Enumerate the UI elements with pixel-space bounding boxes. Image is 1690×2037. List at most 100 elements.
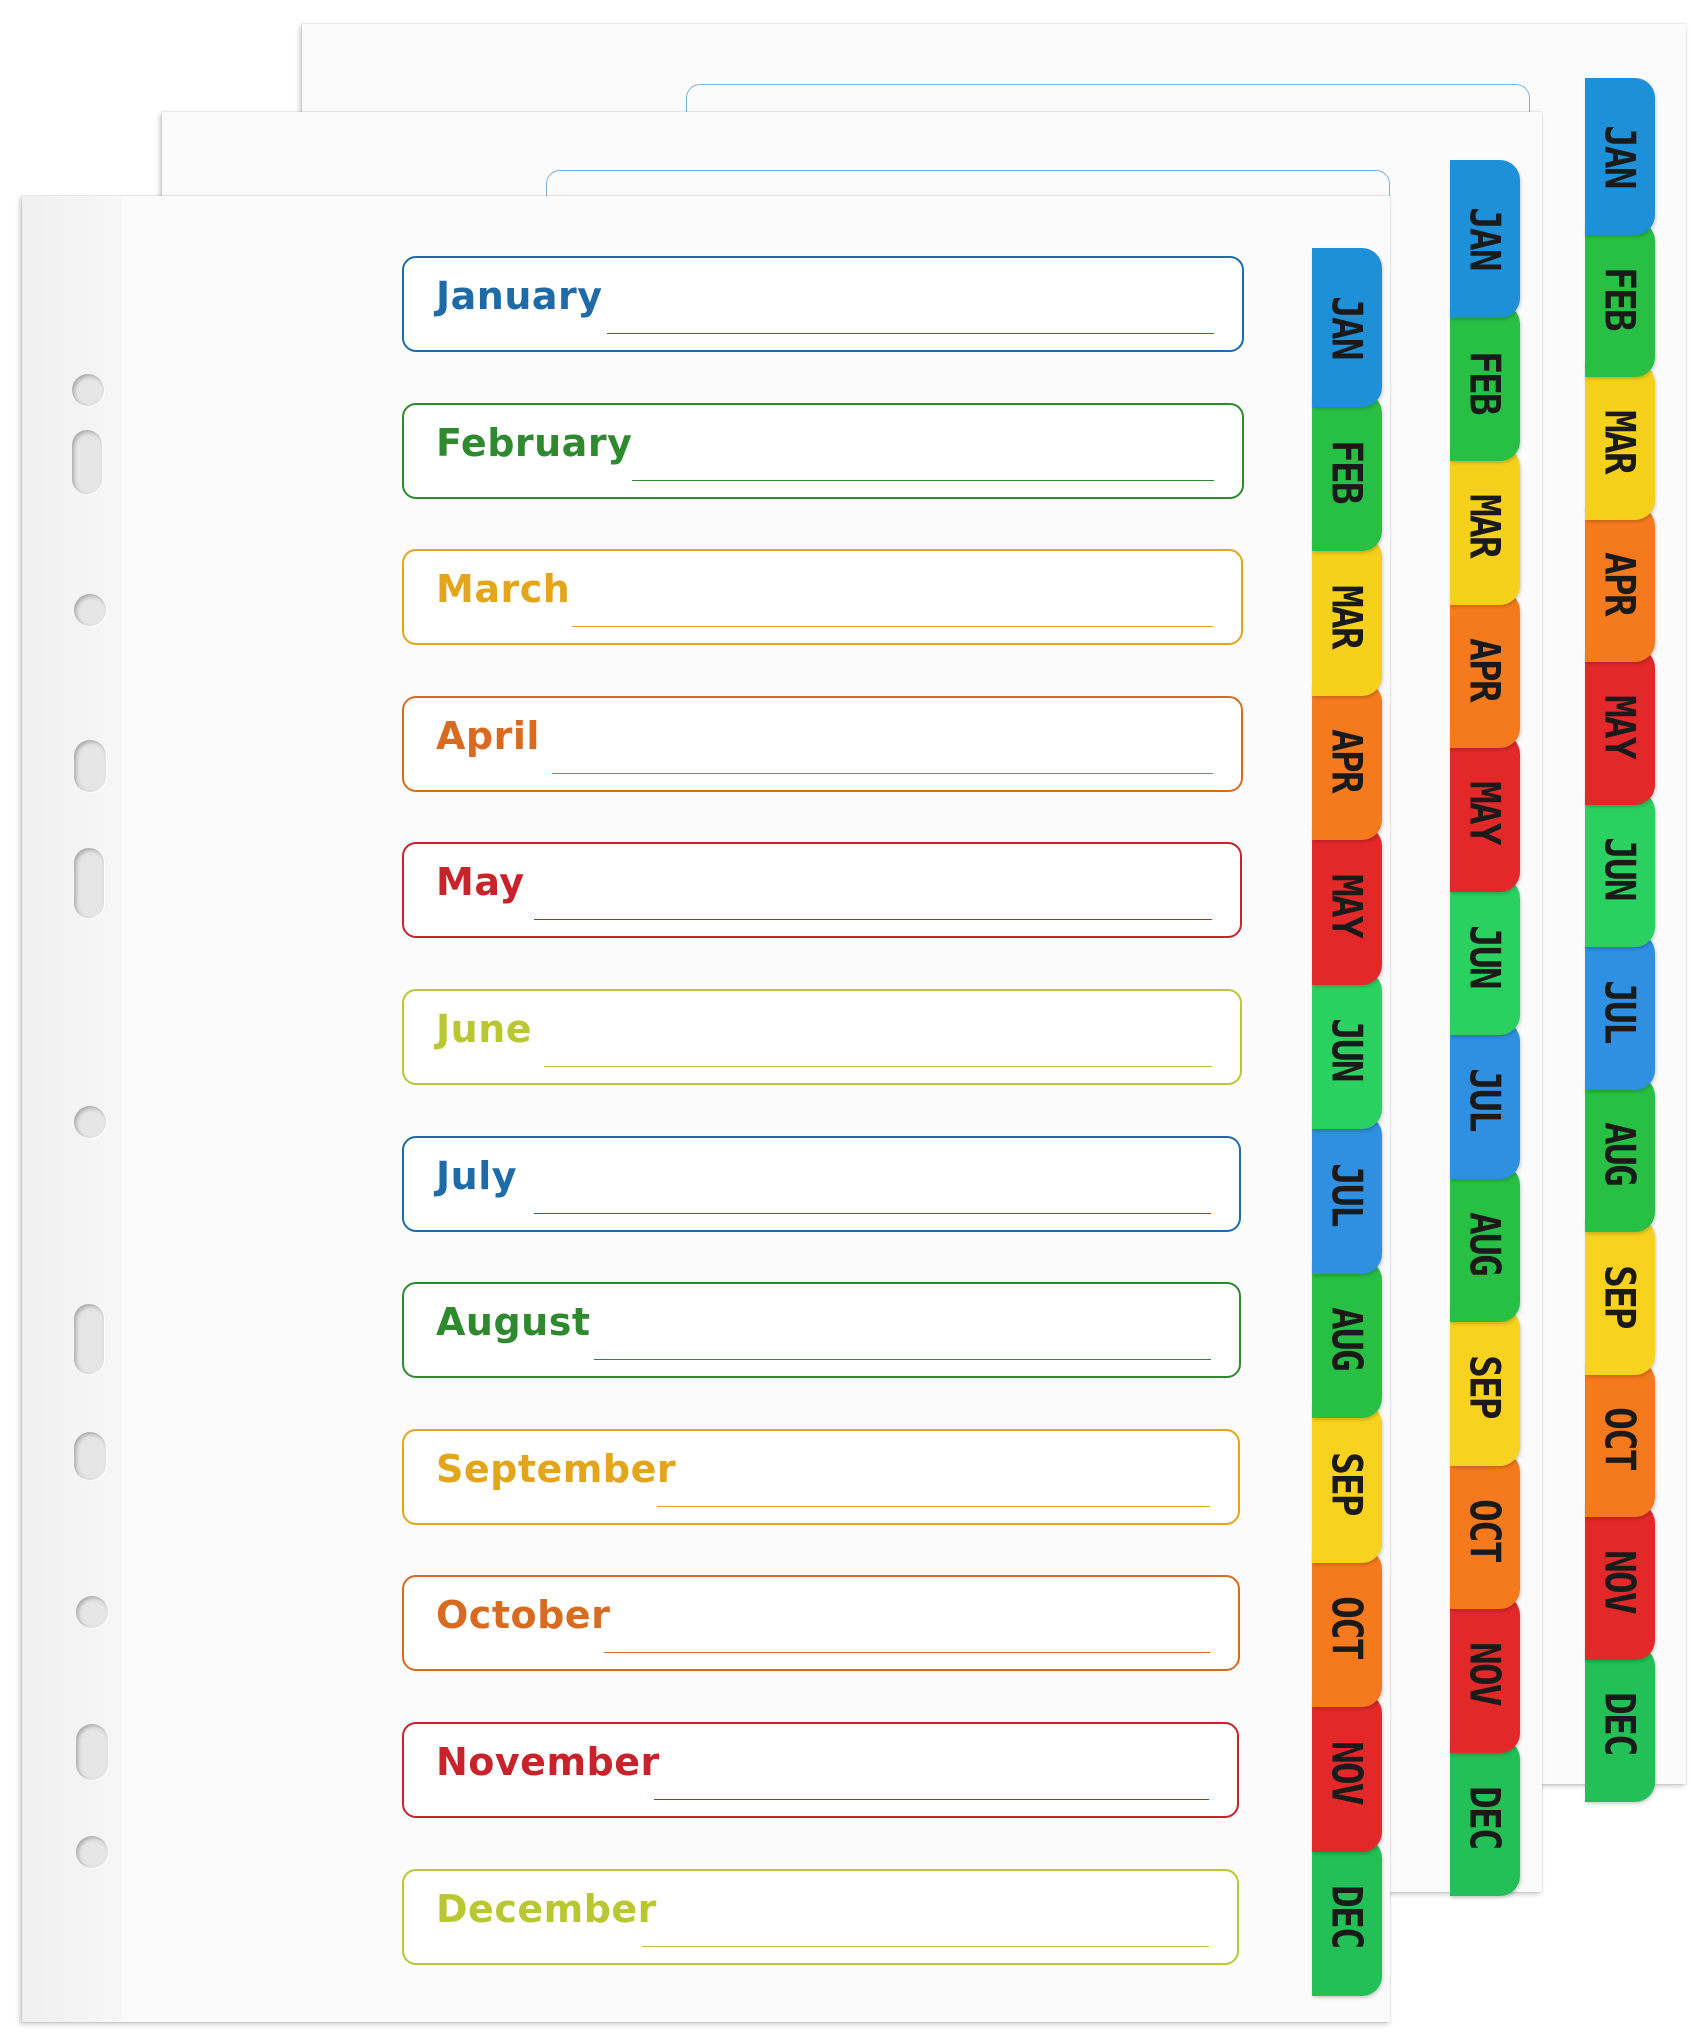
punch-hole-strip (22, 196, 122, 2022)
tab-mar[interactable]: MAR (1312, 537, 1382, 696)
tab-label: JAN (1460, 207, 1510, 271)
tab-oct[interactable]: OCT (1585, 1360, 1655, 1517)
tab-label: JUN (1595, 837, 1645, 901)
tab-sep[interactable]: SEP (1312, 1404, 1382, 1563)
month-name: October (436, 1593, 611, 1638)
tab-feb[interactable]: FEB (1312, 392, 1382, 551)
tab-label: JUL (1460, 1068, 1510, 1132)
tab-label: DEC (1460, 1785, 1510, 1849)
tab-feb[interactable]: FEB (1585, 220, 1655, 377)
month-entry: July (402, 1135, 1241, 1232)
tab-apr[interactable]: APR (1585, 505, 1655, 662)
write-in-line (552, 772, 1213, 774)
tab-mar[interactable]: MAR (1450, 447, 1520, 605)
month-name: April (436, 713, 540, 758)
write-in-line (657, 1505, 1210, 1507)
tab-apr[interactable]: APR (1312, 681, 1382, 840)
write-in-line (604, 1652, 1210, 1654)
tab-label: JUN (1460, 924, 1510, 988)
tab-dec[interactable]: DEC (1450, 1738, 1520, 1896)
punch-hole (74, 1304, 104, 1374)
tab-jun[interactable]: JUN (1312, 970, 1382, 1129)
tab-label: JUN (1322, 1018, 1372, 1082)
tab-label: AUG (1595, 1122, 1645, 1186)
write-in-line (594, 1359, 1211, 1361)
tab-nov[interactable]: NOV (1312, 1693, 1382, 1852)
tab-sep[interactable]: SEP (1450, 1308, 1520, 1466)
tab-label: FEB (1322, 440, 1372, 504)
write-in-line (534, 1212, 1211, 1214)
month-name: January (436, 274, 603, 318)
month-entry: August (402, 1282, 1241, 1379)
tab-label: OCT (1595, 1407, 1645, 1471)
month-name: May (436, 860, 525, 905)
tab-mar[interactable]: MAR (1585, 363, 1655, 520)
tab-jun[interactable]: JUN (1585, 790, 1655, 947)
tab-oct[interactable]: OCT (1312, 1548, 1382, 1707)
tab-jun[interactable]: JUN (1450, 877, 1520, 1035)
divider-sheet-front: January February March April May June July Augu… (22, 196, 1390, 2022)
tab-apr[interactable]: APR (1450, 590, 1520, 748)
tab-jan[interactable]: JAN (1585, 78, 1655, 235)
write-in-line (654, 1799, 1209, 1800)
tab-aug[interactable]: AUG (1312, 1259, 1382, 1418)
tab-jul[interactable]: JUL (1585, 933, 1655, 1090)
tab-jan[interactable]: JAN (1312, 248, 1382, 407)
month-entry: April (402, 695, 1243, 792)
punch-hole (76, 1724, 108, 1780)
tab-label: AUG (1460, 1211, 1510, 1275)
tab-may[interactable]: MAY (1450, 734, 1520, 892)
tab-label: JUL (1322, 1162, 1372, 1226)
punch-hole (74, 594, 106, 626)
tab-label: OCT (1322, 1596, 1372, 1660)
tab-label: MAR (1460, 494, 1510, 558)
tab-label: MAY (1322, 873, 1372, 937)
tab-label: DEC (1595, 1692, 1645, 1756)
tab-label: APR (1322, 729, 1372, 793)
month-name: September (436, 1446, 677, 1491)
tab-aug[interactable]: AUG (1450, 1164, 1520, 1322)
tab-label: JAN (1595, 124, 1645, 188)
punch-hole (74, 1432, 106, 1480)
write-in-line (534, 919, 1212, 921)
write-in-line (572, 626, 1213, 628)
tab-label: SEP (1460, 1355, 1510, 1419)
tab-label: MAY (1595, 694, 1645, 758)
tab-label: SEP (1322, 1451, 1372, 1515)
tab-jan[interactable]: JAN (1450, 160, 1520, 318)
punch-hole (74, 848, 104, 918)
tab-dec[interactable]: DEC (1312, 1837, 1382, 1996)
tab-dec[interactable]: DEC (1585, 1645, 1655, 1802)
tab-label: MAY (1460, 781, 1510, 845)
tab-label: NOV (1322, 1740, 1372, 1804)
tab-label: APR (1595, 552, 1645, 616)
tab-label: FEB (1460, 350, 1510, 414)
month-name: March (436, 567, 571, 612)
month-name: July (436, 1153, 517, 1198)
month-entry: January (402, 256, 1244, 352)
month-entry: May (402, 842, 1242, 939)
tab-nov[interactable]: NOV (1450, 1595, 1520, 1753)
tab-oct[interactable]: OCT (1450, 1451, 1520, 1609)
tab-sep[interactable]: SEP (1585, 1218, 1655, 1375)
month-entry: December (402, 1868, 1239, 1965)
month-entry: March (402, 549, 1243, 646)
punch-hole (72, 374, 104, 406)
punch-hole (76, 1596, 108, 1628)
write-in-line (642, 1945, 1209, 1947)
punch-hole (74, 1106, 106, 1138)
month-name: August (436, 1300, 591, 1345)
punch-hole (76, 1836, 108, 1868)
tab-label: MAR (1595, 409, 1645, 473)
tab-may[interactable]: MAY (1312, 826, 1382, 985)
tab-aug[interactable]: AUG (1585, 1075, 1655, 1232)
month-name: November (436, 1740, 660, 1784)
tab-may[interactable]: MAY (1585, 648, 1655, 805)
tab-label: SEP (1595, 1264, 1645, 1328)
tab-jul[interactable]: JUL (1450, 1021, 1520, 1179)
tab-jul[interactable]: JUL (1312, 1115, 1382, 1274)
tab-label: MAR (1322, 584, 1372, 648)
tab-feb[interactable]: FEB (1450, 303, 1520, 461)
write-in-line (544, 1066, 1212, 1067)
tab-nov[interactable]: NOV (1585, 1503, 1655, 1660)
